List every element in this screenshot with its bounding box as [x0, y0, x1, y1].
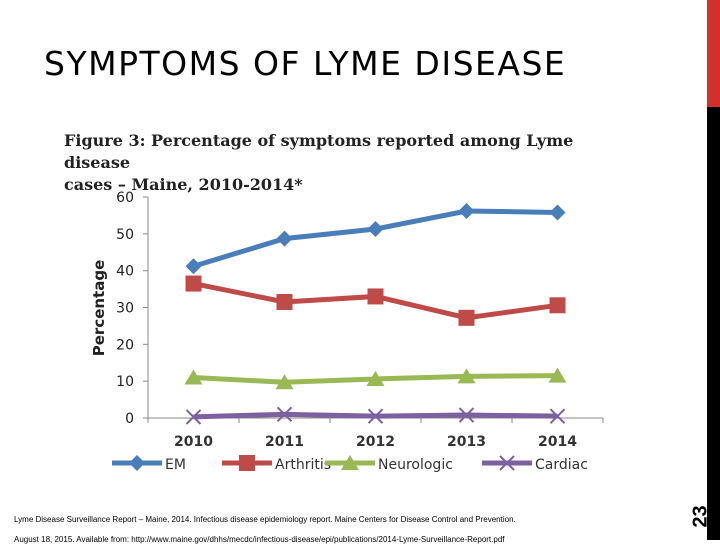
citation-line2: August 18, 2015. Available from: http://… [14, 535, 505, 544]
y-tick-label: 30 [116, 301, 134, 317]
legend-marker [341, 455, 359, 470]
side-bar-black [707, 0, 720, 540]
data-point-cardiac [549, 408, 566, 424]
y-tick-label: 10 [116, 374, 134, 390]
legend-marker [499, 455, 515, 471]
data-point-cardiac [458, 407, 475, 423]
x-tick-label: 2010 [174, 434, 213, 450]
figure-title-line2: cases – Maine, 2010-2014* [64, 175, 303, 194]
citation: Lyme Disease Surveillance Report – Maine… [14, 510, 516, 550]
data-point-arthritis [549, 297, 566, 314]
y-tick-label: 50 [116, 227, 134, 243]
data-point-cardiac [367, 408, 384, 424]
data-point-cardiac [276, 406, 293, 423]
legend-label: Cardiac [535, 457, 588, 473]
x-tick-label: 2013 [447, 434, 486, 450]
data-point-neurologic [457, 368, 476, 384]
y-tick-label: 40 [116, 264, 134, 280]
x-tick-label: 2012 [356, 434, 395, 450]
x-tick-label: 2011 [265, 434, 304, 450]
slide-title: SYMPTOMS OF LYME DISEASE [44, 44, 567, 83]
data-point-neurologic [366, 370, 385, 386]
y-tick-label: 60 [116, 190, 134, 206]
data-point-arthritis [458, 309, 475, 326]
legend-label: Arthritis [275, 457, 331, 473]
legend-label: EM [165, 457, 186, 473]
legend-marker [129, 455, 145, 471]
data-point-neurologic [548, 367, 567, 383]
side-bar-red [707, 0, 720, 107]
figure-title: Figure 3: Percentage of symptoms reporte… [64, 130, 644, 196]
legend-label: Neurologic [378, 457, 453, 473]
data-point-neurologic [275, 374, 294, 390]
data-point-em [185, 258, 202, 275]
legend-marker [239, 455, 255, 471]
data-point-em [367, 221, 384, 238]
x-tick-label: 2014 [538, 434, 577, 450]
figure-title-line1: Figure 3: Percentage of symptoms reporte… [64, 131, 574, 172]
y-tick-label: 0 [125, 411, 134, 427]
y-axis-label: Percentage [90, 260, 108, 357]
y-tick-label: 20 [116, 337, 134, 353]
citation-line1: Lyme Disease Surveillance Report – Maine… [14, 515, 516, 524]
data-point-arthritis [367, 288, 384, 305]
data-point-arthritis [185, 275, 202, 292]
data-point-arthritis [276, 293, 293, 310]
data-point-em [549, 204, 566, 221]
data-point-em [458, 202, 475, 219]
series-line-em [192, 208, 558, 269]
data-point-neurologic [184, 369, 203, 385]
data-point-em [276, 230, 293, 247]
slide-number: 23 [689, 505, 712, 528]
data-point-cardiac [185, 409, 202, 425]
